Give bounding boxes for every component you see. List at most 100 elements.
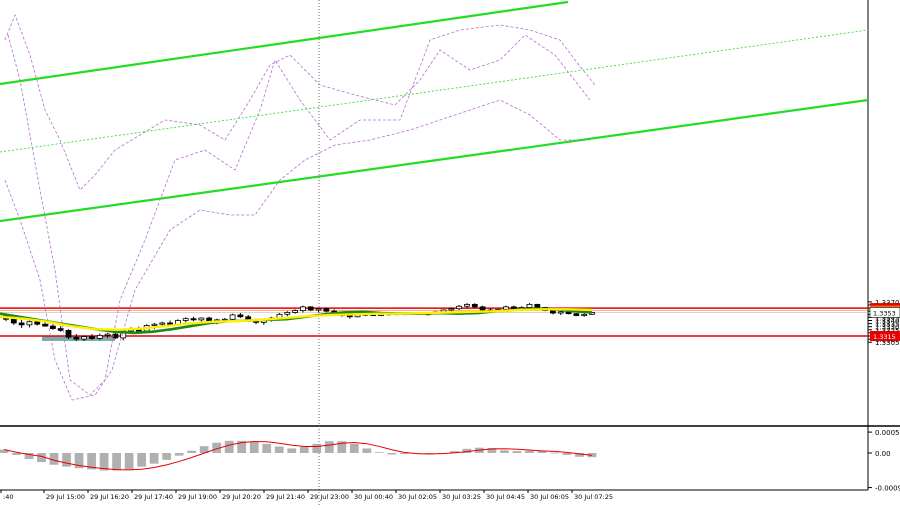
candle-body	[57, 328, 64, 331]
channel-lower-line	[0, 98, 869, 223]
oscillator-bar	[37, 453, 46, 463]
candle-body	[448, 308, 455, 311]
oscillator-bar	[462, 448, 472, 453]
oscillator-bar	[374, 452, 384, 454]
candle-body	[300, 306, 306, 311]
channel-upper-line	[0, 0, 569, 86]
candle-body	[18, 322, 25, 326]
candle-body	[34, 321, 41, 325]
oscillator-bar	[512, 451, 522, 453]
oscillator-bar	[424, 453, 434, 454]
candle-body	[190, 318, 197, 321]
x-tick-label: 29 Jul 15:00	[46, 493, 85, 501]
oscillator-bar	[99, 453, 109, 471]
price-tick-label: 1.3330	[875, 324, 900, 332]
oscillator-bar	[362, 448, 372, 453]
candle-body	[81, 336, 88, 340]
candle-body	[26, 321, 33, 326]
candle-body	[307, 306, 314, 311]
candle-body	[581, 313, 588, 316]
x-tick-label: 29 Jul 23:00	[310, 493, 349, 501]
oscillator-bar	[500, 450, 509, 453]
oscillator-bar	[212, 442, 222, 453]
candle-body	[456, 305, 463, 310]
price-tick-label: 1.3345	[875, 314, 900, 322]
candle-body	[151, 323, 158, 326]
oscillator-bar	[525, 450, 534, 453]
price-tick-label: 1.3305	[875, 339, 900, 347]
oscillator-bar	[337, 441, 347, 453]
oscillator-bar	[249, 441, 259, 453]
oscillator-bar	[324, 441, 334, 453]
candle-body	[557, 311, 564, 314]
oscillator-tick-label: -0.00091	[875, 485, 900, 493]
oscillator-tick-label: 0.00055	[875, 429, 900, 437]
oscillator-bar	[287, 448, 297, 453]
oscillator-signal-line	[3, 441, 593, 471]
candle-body	[573, 313, 580, 316]
oscillator-bar	[24, 453, 34, 460]
x-tick-label: 30 Jul 03:25	[442, 493, 481, 501]
candle-body	[89, 336, 95, 339]
candle-body	[510, 306, 517, 310]
oscillator-bar	[0, 449, 9, 453]
envelope-band-line	[7, 24, 596, 396]
oscillator-bar	[87, 453, 96, 470]
candle-body	[315, 308, 322, 311]
candle-body	[104, 333, 111, 336]
oscillator-bar	[562, 453, 572, 455]
candle-body	[346, 315, 353, 318]
candle-body	[10, 318, 17, 324]
oscillator-panel: 0.00055 0.00 -0.00091	[0, 429, 900, 493]
candle-body	[73, 336, 80, 340]
x-tick-label: :40	[3, 493, 13, 501]
candle-body	[471, 303, 478, 308]
oscillator-bar	[199, 446, 209, 453]
moving-average-yellow	[0, 308, 593, 332]
oscillator-tick-label: 0.00	[875, 450, 891, 458]
oscillator-bar	[12, 453, 21, 455]
price-tick-label: 1.3325	[875, 327, 900, 335]
oscillator-bar	[162, 453, 172, 460]
candle-body	[182, 318, 189, 321]
candle-body	[534, 303, 541, 308]
oscillator-bar	[112, 453, 121, 471]
candle-body	[237, 314, 244, 318]
oscillator-bar	[187, 450, 197, 453]
oscillator-bar	[575, 453, 584, 457]
candle-body	[479, 306, 486, 311]
candle-body	[159, 322, 166, 325]
oscillator-bar	[299, 446, 309, 453]
candle-body	[229, 314, 236, 320]
candle-body	[292, 310, 298, 313]
oscillator-bar	[399, 453, 409, 455]
oscillator-bar	[487, 448, 497, 453]
oscillator-bar	[537, 451, 547, 453]
candle-body	[550, 310, 556, 314]
envelope-band-line	[4, 13, 591, 191]
oscillator-bar	[274, 446, 284, 453]
x-tick-label: 30 Jul 06:05	[530, 493, 569, 501]
oscillator-bar	[149, 453, 159, 464]
oscillator-bar	[550, 452, 559, 454]
oscillator-bar	[62, 453, 71, 467]
x-tick-label: 29 Jul 16:20	[90, 493, 129, 501]
oscillator-bar	[312, 443, 322, 453]
candle-body	[284, 312, 291, 315]
x-tick-label: 29 Jul 19:00	[178, 493, 217, 501]
candle-body	[42, 323, 48, 327]
x-axis: :40 29 Jul 15:00 29 Jul 16:20 29 Jul 17:40 2…	[0, 490, 613, 501]
price-tick-label: 1.3335	[875, 321, 900, 329]
price-label-box	[869, 307, 900, 318]
oscillator-bar	[137, 453, 146, 467]
x-tick-label: 30 Jul 04:45	[486, 493, 525, 501]
oscillator-bar	[262, 443, 272, 453]
oscillator-bar	[49, 453, 59, 465]
candle-body	[198, 317, 205, 321]
candle-body	[96, 334, 103, 339]
candle-body	[526, 303, 533, 308]
x-tick-label: 30 Jul 02:05	[398, 493, 437, 501]
